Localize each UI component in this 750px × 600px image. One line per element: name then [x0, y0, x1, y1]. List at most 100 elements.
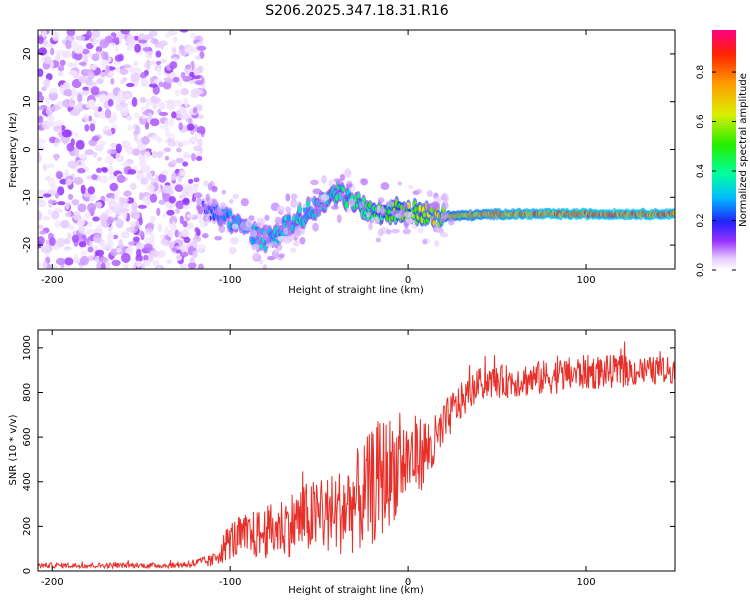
noise-cell [85, 228, 96, 235]
noise-cell [47, 177, 56, 187]
noise-cell [180, 244, 186, 253]
noise-cell [155, 50, 162, 58]
spectrogram-x-tick-label: 100 [576, 275, 595, 286]
noise-cell [68, 224, 75, 231]
noise-cell [42, 215, 51, 221]
noise-cell [138, 39, 148, 44]
noise-cell [170, 172, 177, 181]
scatter-cell [375, 237, 382, 243]
ridge-cell [297, 205, 302, 214]
noise-cell [71, 234, 80, 243]
noise-cell [185, 64, 192, 70]
scatter-cell [391, 228, 400, 234]
noise-cell [86, 175, 93, 180]
noise-cell [127, 125, 133, 131]
colorbar-label: Normalized spectral amplitude [738, 73, 749, 227]
noise-cell [57, 124, 62, 133]
noise-cell [182, 204, 190, 210]
noise-cell [171, 221, 176, 230]
scatter-cell [264, 214, 270, 221]
snr-y-tick-label: 400 [22, 472, 33, 491]
scatter-cell [286, 206, 292, 215]
noise-cell [157, 108, 162, 114]
colorbar-ticks: 0.0 0.2 0.4 0.6 0.8 [696, 65, 736, 277]
scatter-cell [343, 169, 352, 178]
noise-cell [105, 155, 115, 164]
noise-cell [63, 88, 73, 97]
noise-cell [108, 42, 117, 47]
scatter-cell [440, 212, 449, 220]
noise-cell [105, 260, 111, 269]
noise-cell [57, 71, 64, 77]
noise-cell [50, 184, 59, 192]
noise-cell [146, 222, 155, 230]
noise-cell [150, 250, 160, 257]
snr-x-tick-label: -200 [41, 577, 64, 588]
noise-cell [195, 55, 201, 60]
ridge-cell [287, 214, 291, 223]
noise-cell [65, 211, 72, 217]
colorbar-tick-label: 0.8 [696, 65, 706, 80]
noise-cell [187, 261, 197, 269]
noise-cell [159, 234, 165, 239]
noise-cell [38, 110, 42, 117]
noise-cell [75, 35, 86, 41]
noise-cell [131, 148, 141, 156]
noise-cell [130, 72, 141, 83]
noise-cell [65, 178, 73, 186]
noise-cell [59, 84, 65, 94]
noise-cell [118, 238, 124, 249]
noise-cell [90, 86, 100, 96]
spectrogram-x-label: Height of straight line (km) [288, 285, 424, 296]
noise-cell [140, 177, 149, 185]
noise-cell [169, 117, 174, 128]
noise-cell [142, 259, 151, 267]
noise-cell [126, 34, 135, 45]
noise-cell [77, 168, 86, 174]
noise-cell [163, 226, 169, 236]
noise-cell [78, 61, 87, 66]
snr-x-label: Height of straight line (km) [288, 585, 424, 596]
noise-cell [78, 225, 86, 234]
noise-cell [188, 118, 193, 126]
noise-cell [196, 125, 206, 135]
noise-cell [131, 97, 138, 107]
noise-cell [104, 129, 113, 136]
scatter-cell [315, 199, 322, 204]
noise-cell [54, 153, 59, 162]
noise-cell [135, 242, 145, 250]
noise-cell [182, 220, 188, 228]
scatter-cell [425, 202, 430, 212]
scatter-cell [262, 264, 267, 269]
noise-cell [104, 108, 112, 119]
noise-cell [84, 149, 94, 156]
noise-cell [51, 264, 58, 269]
noise-cell [175, 157, 184, 164]
noise-cell [77, 203, 87, 213]
noise-cell [151, 150, 158, 159]
noise-cell [99, 213, 109, 222]
noise-cell [120, 30, 131, 35]
scatter-cell [240, 198, 249, 207]
scatter-cell [258, 259, 264, 265]
noise-cell [90, 64, 97, 71]
scatter-cell [300, 203, 307, 209]
noise-cell [171, 247, 177, 252]
noise-cell [42, 261, 48, 269]
noise-cell [164, 132, 171, 138]
noise-cell [167, 229, 174, 238]
noise-cell [173, 100, 183, 107]
noise-cell [77, 153, 88, 159]
noise-cell [71, 87, 77, 97]
ridge-cell [422, 212, 427, 218]
noise-cell [79, 241, 87, 248]
scatter-cell [432, 227, 442, 233]
noise-cell [106, 208, 113, 214]
noise-cell [115, 143, 122, 154]
noise-cell [175, 200, 185, 210]
noise-cell [38, 262, 42, 268]
spectrogram-y-tick-label: 10 [22, 95, 33, 108]
scatter-cell [312, 188, 322, 195]
noise-cell [194, 132, 202, 138]
scatter-cell [404, 211, 414, 218]
